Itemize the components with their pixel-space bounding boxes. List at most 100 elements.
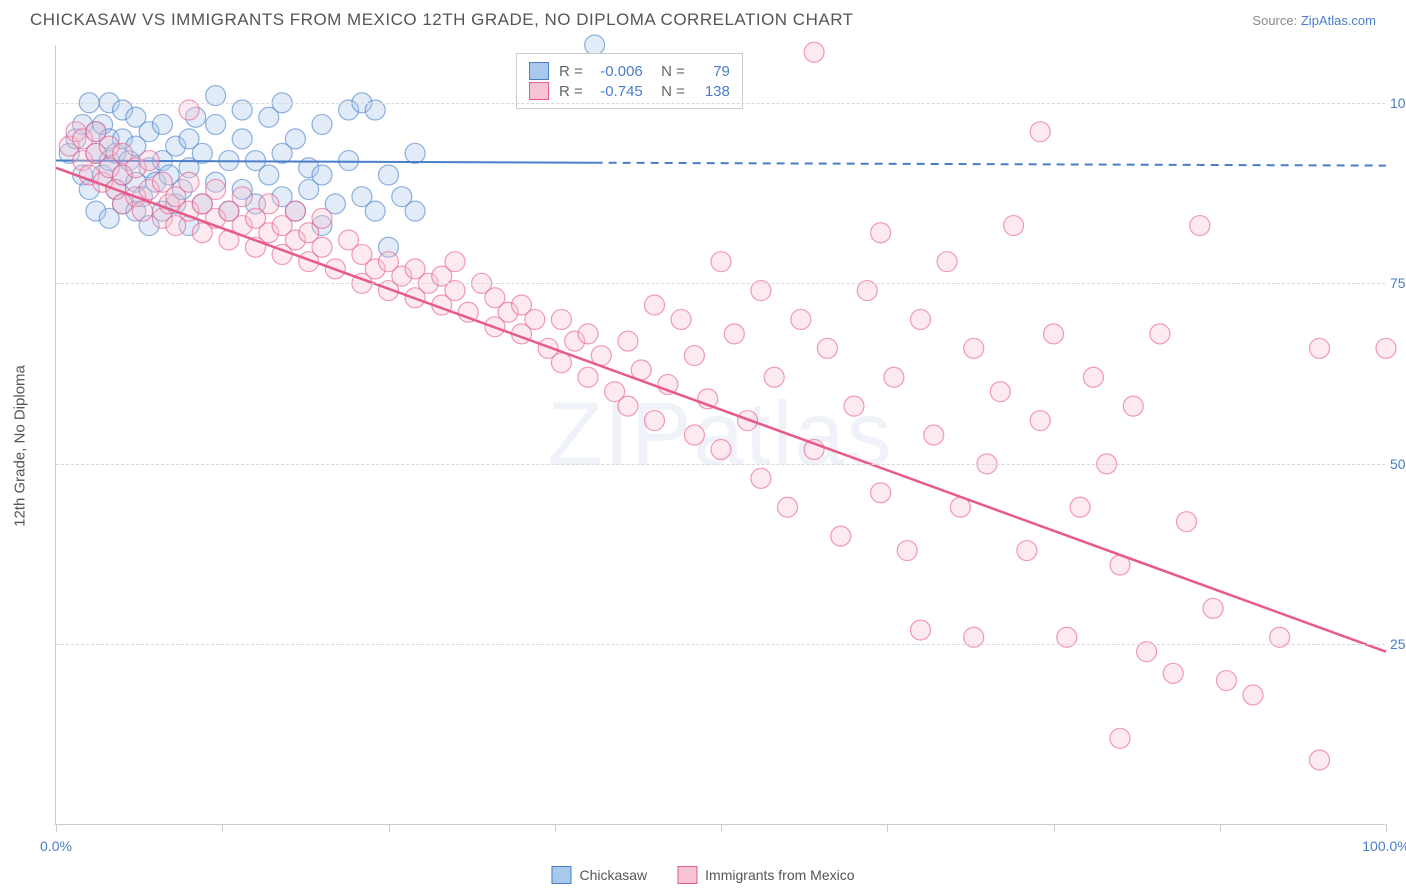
legend-swatch bbox=[551, 866, 571, 884]
x-tick bbox=[56, 824, 57, 832]
data-point bbox=[551, 353, 571, 373]
data-point bbox=[645, 295, 665, 315]
data-point bbox=[1376, 338, 1396, 358]
x-tick-label: 0.0% bbox=[40, 838, 72, 854]
grid-line bbox=[56, 103, 1385, 104]
legend-swatch bbox=[677, 866, 697, 884]
x-tick bbox=[222, 824, 223, 832]
data-point bbox=[871, 483, 891, 503]
data-point bbox=[1190, 216, 1210, 236]
data-point bbox=[724, 324, 744, 344]
data-point bbox=[1177, 512, 1197, 532]
data-point bbox=[259, 165, 279, 185]
data-point bbox=[585, 35, 605, 55]
data-point bbox=[618, 331, 638, 351]
data-point bbox=[551, 309, 571, 329]
data-point bbox=[525, 309, 545, 329]
data-point bbox=[206, 179, 226, 199]
data-point bbox=[285, 129, 305, 149]
chart-title: CHICKASAW VS IMMIGRANTS FROM MEXICO 12TH… bbox=[30, 10, 854, 30]
data-point bbox=[1083, 367, 1103, 387]
chart-plot-area: ZIPatlas R = -0.006 N = 79R = -0.745 N =… bbox=[55, 45, 1385, 825]
legend-r-value: -0.006 bbox=[593, 63, 643, 80]
x-tick bbox=[389, 824, 390, 832]
data-point bbox=[645, 411, 665, 431]
data-point bbox=[1310, 338, 1330, 358]
grid-line bbox=[56, 283, 1385, 284]
series-legend: ChickasawImmigrants from Mexico bbox=[551, 866, 854, 884]
data-point bbox=[1030, 122, 1050, 142]
source-label: Source: bbox=[1252, 13, 1297, 28]
data-point bbox=[1030, 411, 1050, 431]
legend-item: Immigrants from Mexico bbox=[677, 866, 854, 884]
data-point bbox=[671, 309, 691, 329]
data-point bbox=[871, 223, 891, 243]
data-point bbox=[1044, 324, 1064, 344]
y-tick-label: 25.0% bbox=[1390, 636, 1406, 652]
data-point bbox=[817, 338, 837, 358]
data-point bbox=[232, 129, 252, 149]
data-point bbox=[1163, 663, 1183, 683]
scatter-plot-svg bbox=[56, 45, 1385, 824]
data-point bbox=[924, 425, 944, 445]
data-point bbox=[1070, 497, 1090, 517]
data-point bbox=[911, 309, 931, 329]
legend-swatch bbox=[529, 82, 549, 100]
data-point bbox=[990, 382, 1010, 402]
data-point bbox=[844, 396, 864, 416]
data-point bbox=[179, 172, 199, 192]
data-point bbox=[312, 237, 332, 257]
data-point bbox=[711, 252, 731, 272]
data-point bbox=[618, 396, 638, 416]
y-tick-label: 50.0% bbox=[1390, 456, 1406, 472]
data-point bbox=[312, 114, 332, 134]
data-point bbox=[1310, 750, 1330, 770]
x-tick bbox=[1386, 824, 1387, 832]
data-point bbox=[1216, 671, 1236, 691]
y-tick-label: 75.0% bbox=[1390, 275, 1406, 291]
legend-n-value: 138 bbox=[695, 83, 730, 100]
grid-line bbox=[56, 464, 1385, 465]
regression-line-extrapolated bbox=[595, 163, 1386, 166]
data-point bbox=[365, 201, 385, 221]
data-point bbox=[831, 526, 851, 546]
data-point bbox=[578, 324, 598, 344]
data-point bbox=[259, 194, 279, 214]
data-point bbox=[684, 425, 704, 445]
legend-swatch bbox=[529, 62, 549, 80]
data-point bbox=[339, 151, 359, 171]
data-point bbox=[804, 42, 824, 62]
data-point bbox=[1150, 324, 1170, 344]
data-point bbox=[964, 338, 984, 358]
source-link[interactable]: ZipAtlas.com bbox=[1301, 13, 1376, 28]
source-attribution: Source: ZipAtlas.com bbox=[1252, 13, 1376, 28]
x-tick bbox=[1054, 824, 1055, 832]
legend-r-label: R = bbox=[559, 83, 583, 100]
data-point bbox=[445, 252, 465, 272]
data-point bbox=[684, 346, 704, 366]
data-point bbox=[937, 252, 957, 272]
data-point bbox=[312, 165, 332, 185]
data-point bbox=[379, 165, 399, 185]
data-point bbox=[405, 143, 425, 163]
data-point bbox=[232, 187, 252, 207]
data-point bbox=[1123, 396, 1143, 416]
data-point bbox=[139, 151, 159, 171]
data-point bbox=[405, 201, 425, 221]
y-axis-title: 12th Grade, No Diploma bbox=[12, 365, 29, 527]
data-point bbox=[1004, 216, 1024, 236]
data-point bbox=[764, 367, 784, 387]
data-point bbox=[578, 367, 598, 387]
legend-n-value: 79 bbox=[695, 63, 730, 80]
grid-line bbox=[56, 644, 1385, 645]
data-point bbox=[132, 201, 152, 221]
data-point bbox=[897, 541, 917, 561]
legend-n-label: N = bbox=[653, 63, 685, 80]
correlation-stats-legend: R = -0.006 N = 79R = -0.745 N = 138 bbox=[516, 53, 743, 109]
data-point bbox=[206, 114, 226, 134]
data-point bbox=[1017, 541, 1037, 561]
data-point bbox=[1203, 598, 1223, 618]
x-tick bbox=[721, 824, 722, 832]
data-point bbox=[751, 468, 771, 488]
y-tick-label: 100.0% bbox=[1390, 95, 1406, 111]
